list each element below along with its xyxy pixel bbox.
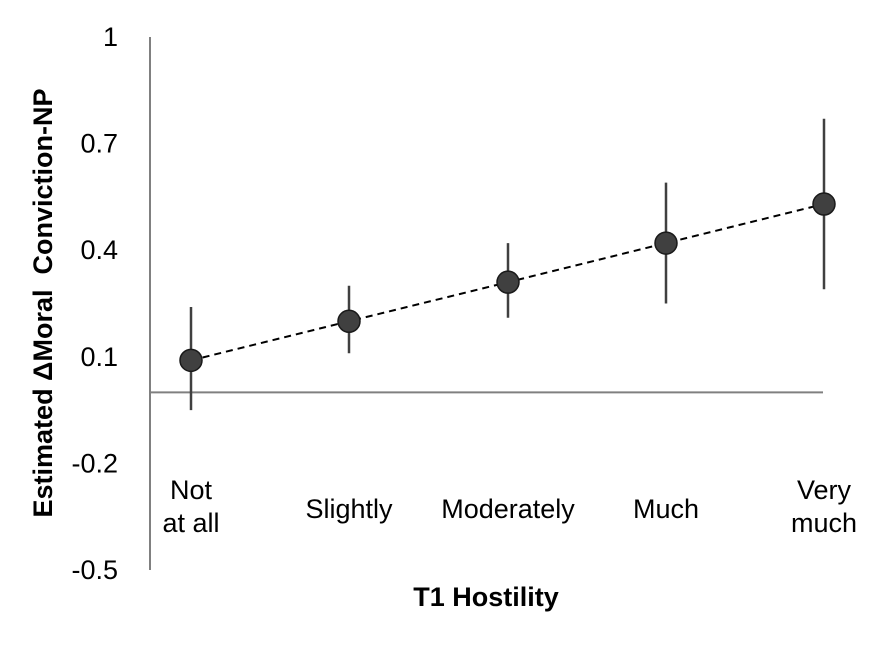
x-category-label: Not at all (162, 475, 219, 538)
y-tick-label: 1 (103, 22, 118, 52)
x-category-label-line: Slightly (305, 494, 393, 524)
x-category-label: Slightly (305, 494, 393, 524)
y-tick-labels: 1 0.7 0.4 0.1 -0.2 -0.5 (71, 22, 118, 585)
x-category-label-line: much (791, 508, 857, 538)
x-category-label: Very much (791, 475, 857, 538)
data-point (337, 309, 361, 334)
data-point (179, 348, 203, 373)
y-tick-label: 0.1 (80, 342, 118, 372)
y-tick-label: 0.4 (80, 235, 118, 265)
axes (149, 37, 823, 570)
y-tick-label: -0.2 (71, 448, 118, 478)
data-point (496, 270, 520, 294)
x-category-label-line: Not (170, 475, 213, 505)
x-category-label-line: at all (162, 508, 219, 538)
x-axis-title: T1 Hostility (413, 582, 559, 612)
y-axis-title: Estimated ΔMoral Conviction-NP (28, 89, 58, 518)
y-tick-label: -0.5 (71, 555, 118, 585)
x-category-label: Much (633, 494, 699, 524)
data-marks (179, 118, 836, 411)
y-tick-label: 0.7 (80, 129, 118, 159)
x-category-label-line: Moderately (441, 494, 575, 524)
x-category-label-line: Much (633, 494, 699, 524)
data-point (654, 231, 678, 255)
x-category-label-line: Very (797, 475, 852, 505)
data-point (812, 192, 836, 216)
x-category-label: Moderately (441, 494, 575, 524)
x-category-labels: Not at all Slightly Moderately Much Very much (162, 475, 857, 538)
